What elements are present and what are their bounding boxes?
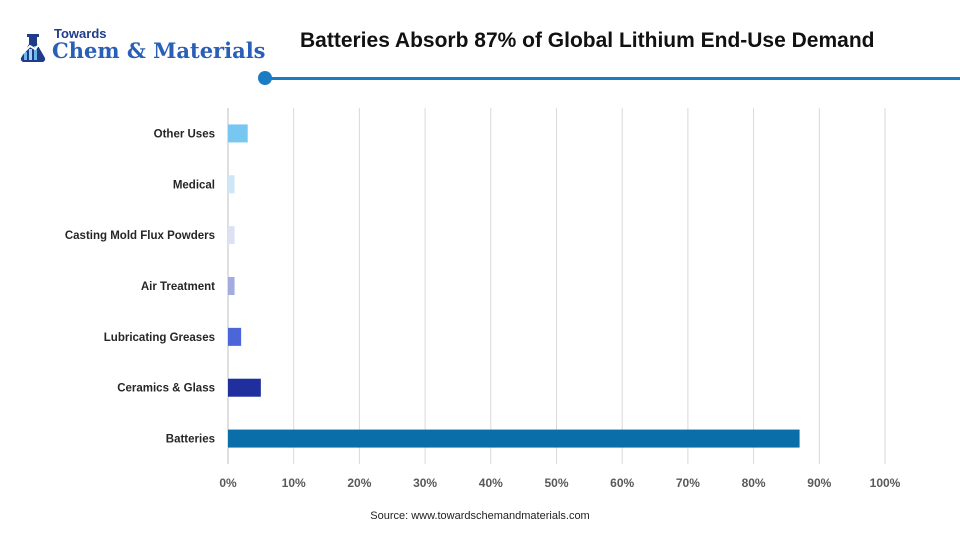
bar [228, 277, 235, 295]
title-dot [258, 71, 272, 85]
x-tick-label: 40% [479, 476, 503, 490]
category-label: Other Uses [154, 128, 215, 140]
bar [228, 378, 261, 397]
x-tick-label: 60% [610, 476, 634, 490]
brand-towards-text: Towards [54, 26, 107, 41]
bar [228, 175, 235, 194]
flask-logo-icon [20, 34, 46, 63]
category-label: Air Treatment [141, 281, 215, 293]
title-underline [264, 77, 960, 80]
x-tick-label: 10% [282, 476, 306, 490]
category-label: Lubricating Greases [104, 332, 215, 344]
category-label: Ceramics & Glass [117, 383, 215, 395]
bar [228, 429, 800, 448]
brand-logo: Towards Chem & Materials [16, 26, 266, 66]
category-label: Medical [173, 179, 215, 191]
x-tick-label: 80% [742, 476, 766, 490]
x-tick-label: 100% [870, 476, 901, 490]
category-label: Batteries [166, 434, 215, 446]
x-tick-label: 20% [347, 476, 371, 490]
category-label: Casting Mold Flux Powders [65, 230, 215, 242]
bar [228, 124, 248, 143]
x-tick-label: 50% [544, 476, 568, 490]
source-note: Source: www.towardschemandmaterials.com [370, 510, 590, 522]
bar [228, 226, 235, 245]
x-tick-label: 90% [807, 476, 831, 490]
bar [228, 327, 242, 346]
x-tick-label: 70% [676, 476, 700, 490]
chart-title: Batteries Absorb 87% of Global Lithium E… [300, 29, 875, 52]
x-tick-label: 30% [413, 476, 437, 490]
x-tick-label: 0% [219, 476, 237, 490]
brand-name-text: Chem & Materials [52, 38, 266, 63]
